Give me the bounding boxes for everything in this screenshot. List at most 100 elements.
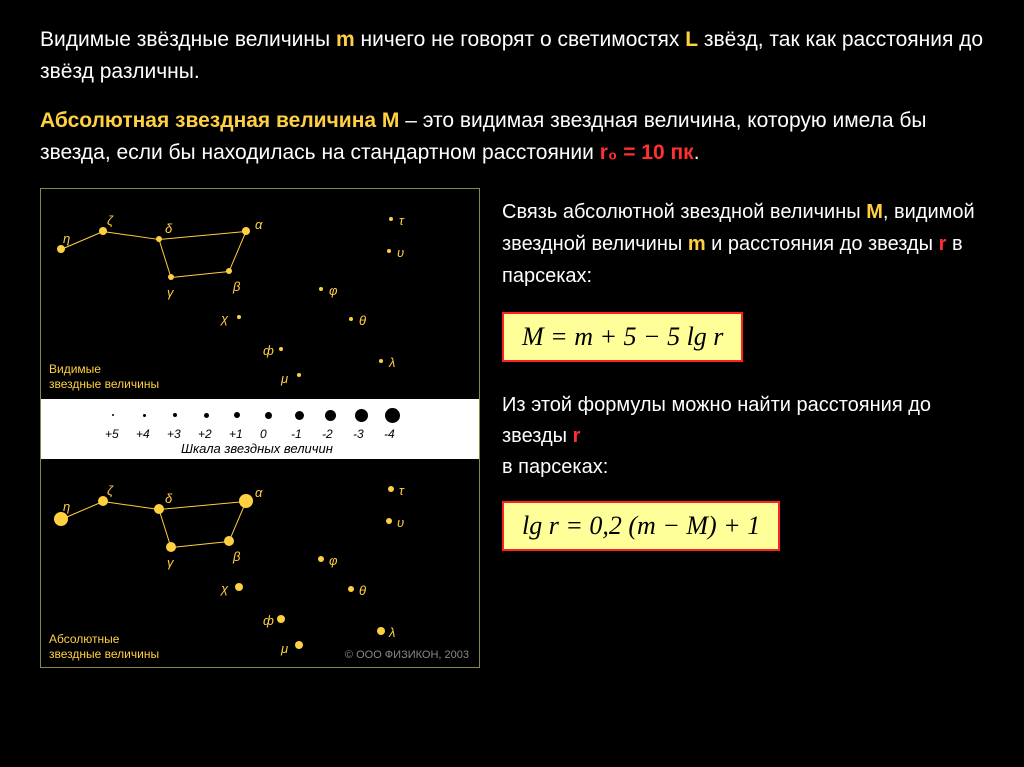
star-point (386, 518, 392, 524)
star-label: ζ (107, 213, 113, 228)
magnitude-scale-panel: Шкала звездных величин +5+4+3+2+10-1-2-3… (41, 399, 479, 459)
scale-magnitude-dot (295, 411, 304, 420)
constellation-line (171, 271, 229, 278)
panel-caption-absolute: Абсолютные звездные величины (49, 632, 159, 661)
text: Из этой формулы можно найти расстояния д… (502, 394, 931, 447)
scale-magnitude-dot (355, 409, 368, 422)
star-label: τ (399, 483, 404, 498)
relation-text: Связь абсолютной звездной величины М, ви… (502, 196, 984, 292)
scale-magnitude-label: +1 (229, 427, 243, 441)
star-label: μ (281, 641, 288, 656)
star-label: τ (399, 213, 404, 228)
star-label: ζ (107, 483, 113, 498)
constellation-line (171, 541, 229, 548)
star-point (389, 217, 393, 221)
star-label: β (233, 279, 240, 294)
scale-magnitude-dot (204, 413, 209, 418)
star-point (348, 586, 354, 592)
star-point (242, 227, 250, 235)
star-label: λ (389, 625, 395, 640)
text: Связь абсолютной звездной величины (502, 201, 866, 223)
constellation-line (103, 501, 159, 510)
text: . (694, 141, 700, 164)
star-label: φ (329, 283, 337, 298)
scale-magnitude-dot (173, 413, 177, 417)
star-point (387, 249, 391, 253)
scale-magnitude-label: -1 (291, 427, 302, 441)
scale-magnitude-dot (112, 414, 114, 416)
scale-caption: Шкала звездных величин (181, 441, 333, 456)
symbol-m: m (336, 28, 355, 51)
star-label: υ (397, 515, 404, 530)
scale-magnitude-label: +2 (198, 427, 212, 441)
symbol-M: М (866, 201, 883, 223)
caption-line: Видимые (49, 362, 101, 376)
star-point (349, 317, 353, 321)
caption-line: звездные величины (49, 377, 159, 391)
scale-magnitude-label: +5 (105, 427, 119, 441)
star-point (297, 373, 301, 377)
star-point (277, 615, 285, 623)
paragraph-intro: Видимые звёздные величины m ничего не го… (40, 24, 984, 87)
star-point (224, 536, 234, 546)
symbol-r0: r₀ = 10 пк (600, 141, 694, 164)
star-point (377, 627, 385, 635)
star-point (319, 287, 323, 291)
text: в парсеках: (502, 456, 608, 478)
star-label: γ (167, 285, 174, 300)
constellation-line (229, 231, 247, 271)
distance-formula-intro: Из этой формулы можно найти расстояния д… (502, 390, 984, 483)
star-point (154, 504, 164, 514)
star-label: β (233, 549, 240, 564)
star-label: μ (281, 371, 288, 386)
constellation-line (103, 231, 159, 240)
scale-magnitude-label: 0 (260, 427, 267, 441)
scale-magnitude-dot (143, 414, 146, 417)
star-label: θ (359, 583, 366, 598)
scale-magnitude-label: +3 (167, 427, 181, 441)
star-point (156, 236, 162, 242)
star-label: χ (221, 311, 228, 326)
star-label: δ (165, 491, 172, 506)
formulas-column: Связь абсолютной звездной величины М, ви… (502, 188, 984, 668)
star-label: ф (263, 343, 274, 358)
formula-absolute-magnitude: M = m + 5 − 5 lg r (502, 312, 743, 362)
caption-line: звездные величины (49, 647, 159, 661)
star-label: η (63, 499, 70, 514)
star-point (235, 583, 243, 591)
star-label: η (63, 231, 70, 246)
formula-distance: lg r = 0,2 (m − M) + 1 (502, 501, 780, 551)
constellation-line (159, 239, 172, 277)
star-magnitude-diagram: Видимые звездные величины ηζδγβατυφχθфμλ… (40, 188, 480, 668)
star-label: χ (221, 581, 228, 596)
star-point (237, 315, 241, 319)
absolute-magnitude-panel: Абсолютные звездные величины ηζδγβατυφχθ… (41, 459, 479, 669)
scale-magnitude-label: -4 (384, 427, 395, 441)
text: ничего не говорят о светимостях (355, 28, 686, 51)
star-label: υ (397, 245, 404, 260)
scale-magnitude-label: -3 (353, 427, 364, 441)
star-label: δ (165, 221, 172, 236)
star-point (168, 274, 174, 280)
star-point (54, 512, 68, 526)
star-label: α (255, 217, 262, 232)
caption-line: Абсолютные (49, 632, 119, 646)
scale-magnitude-dot (325, 410, 336, 421)
scale-magnitude-label: +4 (136, 427, 150, 441)
text: и расстояния до звезды (706, 233, 939, 255)
text: Видимые звёздные величины (40, 28, 336, 51)
symbol-L: L (685, 28, 698, 51)
star-label: θ (359, 313, 366, 328)
star-point (318, 556, 324, 562)
star-point (388, 486, 394, 492)
star-point (279, 347, 283, 351)
paragraph-absolute-magnitude: Абсолютная звездная величина M – это вид… (40, 105, 984, 168)
star-label: φ (329, 553, 337, 568)
star-point (379, 359, 383, 363)
symbol-m: m (688, 233, 706, 255)
star-point (226, 268, 232, 274)
copyright-text: © ООО ФИЗИКОН, 2003 (345, 649, 469, 661)
scale-magnitude-dot (265, 412, 272, 419)
star-label: α (255, 485, 262, 500)
term-absolute-magnitude: Абсолютная звездная величина M (40, 109, 399, 132)
